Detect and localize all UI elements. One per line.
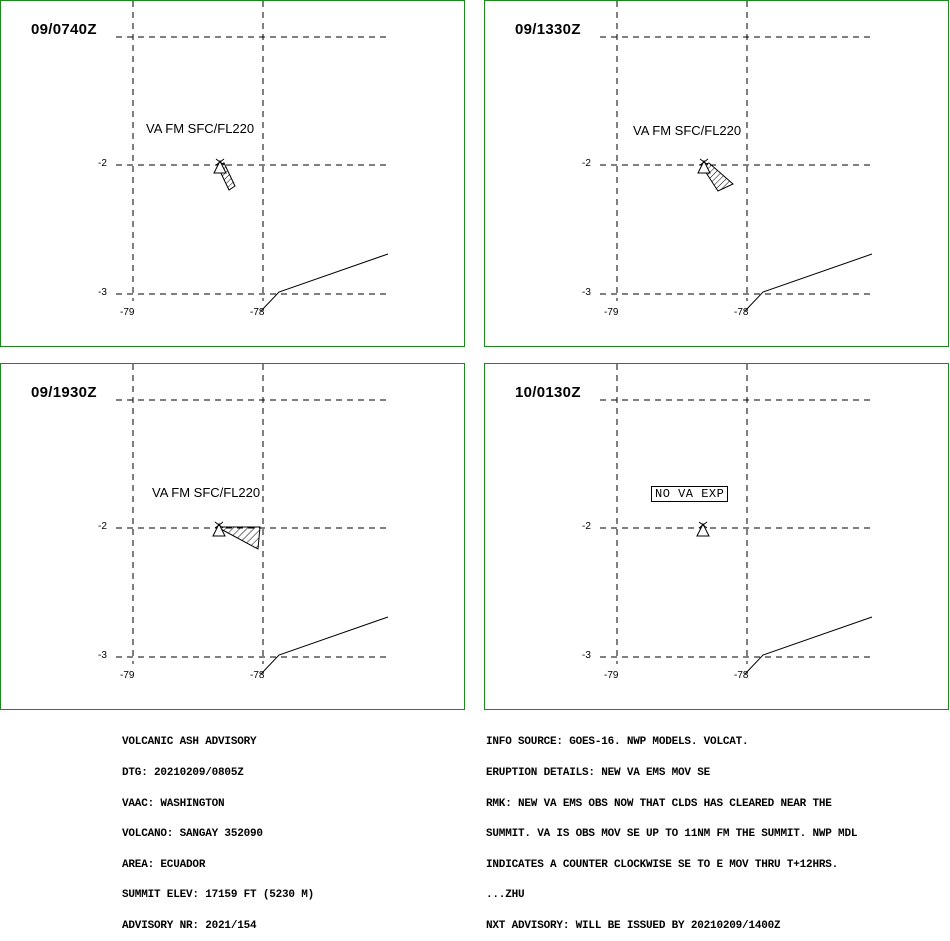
lat-tick-label: -2 bbox=[98, 158, 107, 169]
advisory-line: DTG: 20210209/0805Z bbox=[122, 767, 244, 779]
coastline bbox=[260, 616, 389, 675]
lon-tick-label: -78 bbox=[250, 670, 265, 681]
lat-tick-label: -3 bbox=[98, 287, 107, 298]
ash-label: VA FM SFC/FL220 bbox=[633, 123, 742, 138]
no-ash-expected-label: NO VA EXP bbox=[651, 486, 729, 502]
lat-tick-label: -2 bbox=[582, 158, 591, 169]
advisory-line: VAAC: WASHINGTON bbox=[122, 797, 225, 810]
lon-tick-label: -79 bbox=[604, 670, 619, 681]
ash-label: VA FM SFC/FL220 bbox=[146, 121, 255, 136]
lon-tick-label: -78 bbox=[734, 670, 749, 681]
advisory-line: VOLCANIC ASH ADVISORY bbox=[122, 736, 257, 749]
map-panel-2: 09/1930Z VA FM SFC/FL220 -2 -3 -79 -78 bbox=[0, 363, 465, 710]
lat-tick-label: -3 bbox=[582, 650, 591, 661]
advisory-line: SUMMIT. VA IS OBS MOV SE UP TO 11NM FM T… bbox=[486, 828, 858, 841]
advisory-line: NXT ADVISORY: WILL BE ISSUED BY 20210209… bbox=[486, 919, 781, 932]
lon-tick-label: -79 bbox=[120, 670, 135, 681]
lat-tick-label: -3 bbox=[582, 287, 591, 298]
advisory-line: ...ZHU bbox=[486, 889, 525, 902]
lon-tick-label: -78 bbox=[250, 307, 265, 318]
coastline bbox=[744, 616, 873, 675]
lon-tick-label: -79 bbox=[604, 307, 619, 318]
map-canvas bbox=[116, 1, 389, 312]
advisory-remarks-text: INFO SOURCE: GOES-16. NWP MODELS. VOLCAT… bbox=[486, 717, 857, 941]
advisory-line: INDICATES A COUNTER CLOCKWISE SE TO E MO… bbox=[486, 858, 839, 871]
map-canvas bbox=[600, 1, 873, 312]
volcano-icon bbox=[697, 158, 711, 174]
panel-time: 09/0740Z bbox=[31, 21, 97, 38]
coastline bbox=[744, 253, 873, 312]
volcano-icon bbox=[212, 521, 226, 537]
advisory-header-text: VOLCANIC ASH ADVISORY DTG: 20210209/0805… bbox=[122, 717, 314, 941]
ash-cloud-area bbox=[216, 526, 261, 550]
volcano-icon bbox=[213, 158, 227, 174]
map-canvas bbox=[116, 364, 389, 675]
coastline bbox=[260, 253, 389, 312]
map-panel-1: 09/1330Z VA FM SFC/FL220 -2 -3 -79 -78 bbox=[484, 0, 949, 347]
advisory-line: ERUPTION DETAILS: NEW VA EMS MOV SE bbox=[486, 767, 711, 779]
panel-time: 09/1930Z bbox=[31, 384, 97, 401]
lat-tick-label: -3 bbox=[98, 650, 107, 661]
panel-time: 10/0130Z bbox=[515, 384, 581, 401]
advisory-line: SUMMIT ELEV: 17159 FT (5230 M) bbox=[122, 889, 315, 902]
map-panel-3: 10/0130Z NO VA EXP -2 -3 -79 -78 bbox=[484, 363, 949, 710]
lon-tick-label: -78 bbox=[734, 307, 749, 318]
panel-time: 09/1330Z bbox=[515, 21, 581, 38]
lon-tick-label: -79 bbox=[120, 307, 135, 318]
volcano-icon bbox=[696, 521, 710, 537]
lat-tick-label: -2 bbox=[582, 521, 591, 532]
advisory-line: RMK: NEW VA EMS OBS NOW THAT CLDS HAS CL… bbox=[486, 797, 832, 810]
advisory-line: ADVISORY NR: 2021/154 bbox=[122, 919, 257, 932]
advisory-line: VOLCANO: SANGAY 352090 bbox=[122, 828, 263, 841]
ash-label: VA FM SFC/FL220 bbox=[152, 485, 261, 500]
advisory-line: INFO SOURCE: GOES-16. NWP MODELS. VOLCAT… bbox=[486, 736, 749, 749]
map-canvas bbox=[600, 364, 873, 675]
lat-tick-label: -2 bbox=[98, 521, 107, 532]
map-panel-0: 09/0740Z VA FM SFC/FL220 -2 -3 -79 -78 bbox=[0, 0, 465, 347]
advisory-line: AREA: ECUADOR bbox=[122, 858, 206, 871]
